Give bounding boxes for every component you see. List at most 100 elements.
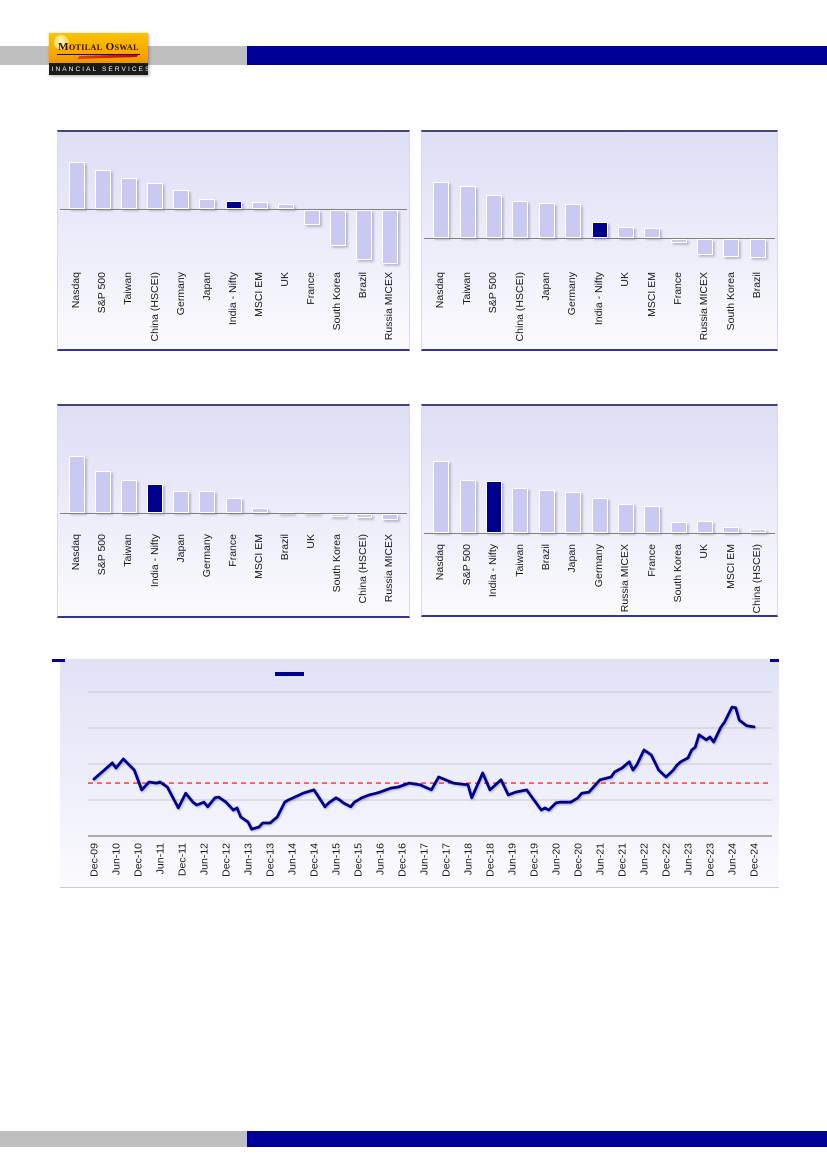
panel-corner-dash-left (52, 659, 65, 662)
logo-wordmark: Motilal Oswal (49, 33, 148, 63)
bar (538, 203, 555, 238)
category-label-text: Russia MICEX (383, 272, 396, 341)
category-label-text: China (HSCEI) (751, 544, 764, 614)
category-label: China (HSCEI) (142, 272, 168, 341)
category-label: Taiwan (454, 272, 480, 305)
x-tick-label: Jun-24 (727, 843, 739, 875)
bar (147, 183, 164, 209)
motilal-oswal-logo: Motilal Oswal FINANCIAL SERVICES (45, 33, 149, 75)
category-label-text: France (645, 544, 658, 577)
category-labels: Nasdaq Taiwan S&P 500 China (HSCEI) Japan Ger… (428, 264, 771, 341)
x-axis-line (424, 533, 775, 534)
category-label-text: Germany (592, 544, 605, 588)
logo-tagline: FINANCIAL SERVICES (45, 63, 149, 75)
bar-chart-mid-right: Nasdaq S&P 500 India - Nifty Taiwan Brazil Ja… (421, 404, 778, 617)
category-labels: Nasdaq S&P 500 India - Nifty Taiwan Brazil Ja… (428, 536, 771, 613)
category-label-text: Japan (539, 272, 552, 301)
category-label-text: France (304, 272, 317, 305)
category-label: UK (299, 534, 325, 549)
category-label: Russia MICEX (377, 534, 403, 602)
bar (697, 239, 714, 255)
category-label-text: UK (698, 544, 711, 559)
bar-chart-mid-left: Nasdaq S&P 500 Taiwan India - Nifty Japan Ger… (57, 404, 410, 618)
bar (485, 195, 502, 238)
bar (69, 456, 86, 513)
bar-chart-top-left: Nasdaq S&P 500 Taiwan China (HSCEI) Germany J… (57, 130, 410, 351)
x-tick-label: Dec-15 (353, 843, 365, 877)
x-tick-label: Dec-18 (485, 843, 497, 877)
category-label-text: France (671, 272, 684, 305)
x-tick-label: Dec-17 (441, 843, 453, 877)
category-label-text: South Korea (331, 534, 344, 593)
x-tick-label: Jun-23 (683, 843, 695, 875)
x-tick-label: Jun-18 (463, 843, 475, 875)
category-label-text: MSCI EM (724, 544, 737, 589)
category-label: UK (692, 544, 718, 559)
category-label: France (639, 544, 665, 577)
x-axis-line (424, 238, 775, 239)
x-tick-label: Dec-20 (573, 843, 585, 877)
bar-india-nifty (225, 201, 242, 209)
category-label-text: Germany (200, 534, 213, 578)
category-label-text: South Korea (331, 272, 344, 331)
line-chart-svg: Dec-09 Jun-10 Dec-10 Jun-11 Dec-11 Jun-12 Dec-… (88, 691, 772, 877)
category-label: France (299, 272, 325, 305)
x-tick-label: Jun-15 (331, 843, 343, 875)
category-label-text: South Korea (724, 272, 737, 331)
category-label: Taiwan (116, 272, 142, 305)
plot-area (424, 132, 775, 264)
bar-chart-top-right: Nasdaq Taiwan S&P 500 China (HSCEI) Japan Ger… (421, 130, 778, 351)
category-label-text: South Korea (671, 544, 684, 603)
bar-india-nifty (485, 481, 502, 533)
bar (277, 204, 294, 209)
bar (381, 514, 398, 520)
bar (199, 491, 216, 513)
bar (95, 170, 112, 209)
category-label: China (HSCEI) (351, 534, 377, 603)
bar (121, 480, 138, 513)
category-label-text: Taiwan (513, 544, 526, 577)
bar (355, 210, 372, 260)
category-label: India - Nifty (220, 272, 246, 325)
category-label-text: India - Nifty (592, 272, 605, 326)
bar (749, 529, 766, 533)
bar (95, 471, 112, 513)
bar (538, 490, 555, 533)
bar (644, 228, 661, 238)
category-label: MSCI EM (639, 272, 665, 317)
category-label-text: Taiwan (122, 534, 135, 567)
legend-line-marker (275, 672, 304, 676)
category-label: China (HSCEI) (745, 544, 771, 613)
category-label: UK (613, 272, 639, 287)
category-label: India - Nifty (142, 534, 168, 587)
bar (303, 210, 320, 225)
category-label: China (HSCEI) (507, 272, 533, 341)
header-navy-bar (247, 46, 827, 65)
x-tick-label: Dec-23 (705, 843, 717, 877)
x-tick-label: Jun-21 (595, 843, 607, 875)
category-label: S&P 500 (481, 272, 507, 313)
category-label: UK (273, 272, 299, 287)
x-tick-label: Dec-10 (133, 843, 145, 877)
bar (69, 162, 86, 209)
x-axis-line (60, 209, 407, 210)
category-label-text: Taiwan (122, 272, 135, 305)
bar (121, 178, 138, 209)
bar (459, 186, 476, 238)
x-tick-label: Jun-22 (639, 843, 651, 875)
category-label: Nasdaq (428, 272, 454, 308)
bar (565, 204, 582, 238)
bar (251, 508, 268, 513)
category-label: Taiwan (116, 534, 142, 567)
bar (723, 527, 740, 533)
category-label: Japan (168, 534, 194, 563)
plot-area (60, 132, 407, 264)
x-tick-label: Jun-19 (507, 843, 519, 875)
category-label-text: MSCI EM (252, 534, 265, 579)
category-label: Nasdaq (428, 544, 454, 580)
category-label: South Korea (325, 534, 351, 592)
category-label-text: India - Nifty (487, 544, 500, 598)
category-label: India - Nifty (586, 272, 612, 325)
x-tick-label: Dec-19 (529, 843, 541, 877)
